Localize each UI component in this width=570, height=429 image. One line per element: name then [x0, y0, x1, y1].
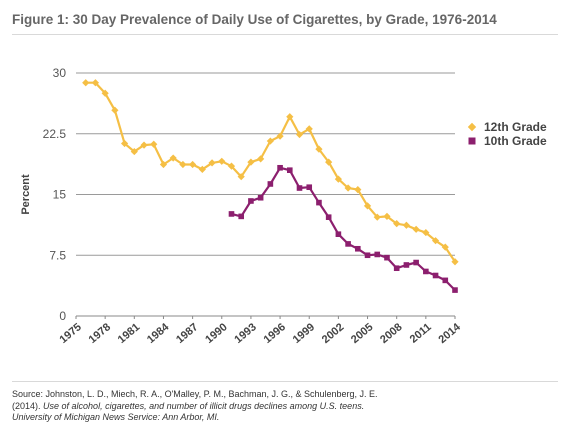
data-point-12th-grade [91, 79, 100, 87]
data-point-10th-grade [306, 184, 313, 191]
source-year: (2014). [12, 400, 44, 411]
y-tick-label: 0 [59, 309, 66, 323]
data-point-10th-grade [423, 268, 429, 275]
data-point-12th-grade [412, 225, 420, 233]
x-tick-label: 2005 [349, 321, 375, 346]
x-tick-label: 1993 [232, 321, 258, 346]
data-point-12th-grade [305, 125, 313, 133]
top-divider [12, 34, 558, 35]
bottom-divider [12, 381, 558, 382]
data-point-10th-grade [403, 262, 410, 268]
data-point-12th-grade [140, 141, 148, 149]
data-point-10th-grade [248, 198, 254, 204]
data-point-12th-grade [169, 154, 177, 162]
source-line-3: University of Michigan News Service: Ann… [12, 412, 220, 422]
y-tick-label: 15 [53, 188, 67, 202]
x-tick-label: 2002 [320, 321, 346, 346]
data-point-12th-grade [130, 147, 138, 156]
x-tick-label: 1975 [57, 321, 83, 346]
x-tick-label: 1999 [291, 321, 317, 346]
data-point-10th-grade [228, 211, 235, 217]
data-point-10th-grade [442, 277, 449, 284]
x-tick-label: 1996 [262, 321, 288, 346]
x-tick-label: 2014 [436, 321, 463, 346]
data-point-12th-grade [247, 158, 255, 166]
x-tick-label: 2008 [378, 321, 404, 346]
data-point-12th-grade [315, 145, 323, 153]
data-point-12th-grade [237, 173, 245, 181]
data-point-12th-grade [218, 157, 226, 165]
legend-marker-12th-grade [467, 122, 477, 132]
source-citation: Source: Johnston, L. D., Miech, R. A., O… [12, 389, 562, 424]
data-point-12th-grade [286, 113, 294, 121]
x-tick-label: 1978 [87, 321, 113, 346]
data-point-10th-grade [345, 241, 351, 247]
data-point-12th-grade [189, 160, 197, 169]
data-point-10th-grade [452, 287, 458, 293]
data-point-10th-grade [393, 265, 400, 272]
data-point-10th-grade [384, 254, 390, 261]
data-point-12th-grade [363, 202, 372, 210]
data-point-12th-grade [276, 132, 284, 140]
data-point-12th-grade [82, 79, 90, 87]
data-point-12th-grade [373, 213, 381, 221]
legend-label-10th-grade: 10th Grade [484, 134, 547, 148]
data-point-12th-grade [101, 89, 109, 97]
data-point-12th-grade [325, 158, 333, 166]
data-point-10th-grade [238, 213, 245, 220]
data-point-10th-grade [335, 231, 342, 237]
data-point-12th-grade [441, 243, 449, 251]
y-tick-label: 7.5 [49, 248, 66, 262]
legend-marker-10th-grade [468, 137, 476, 145]
data-point-12th-grade [402, 221, 411, 229]
data-point-12th-grade [451, 258, 459, 266]
data-point-12th-grade [159, 160, 168, 169]
source-article-title: Use of alcohol, cigarettes, and number o… [43, 400, 365, 411]
data-point-12th-grade [383, 212, 391, 220]
data-point-12th-grade [257, 155, 265, 163]
y-tick-label: 22.5 [43, 127, 67, 141]
data-point-10th-grade [355, 245, 361, 252]
series-line-10th-grade [231, 166, 456, 291]
data-point-10th-grade [374, 251, 381, 258]
data-point-12th-grade [393, 220, 401, 228]
series-line-12th-grade [85, 81, 456, 263]
data-point-12th-grade [266, 137, 274, 145]
y-tick-label: 30 [53, 66, 67, 80]
data-point-10th-grade [257, 194, 264, 201]
data-point-10th-grade [316, 199, 322, 206]
data-point-10th-grade [364, 252, 371, 259]
data-point-12th-grade [179, 160, 187, 169]
data-point-12th-grade [344, 184, 352, 192]
data-point-12th-grade [120, 139, 129, 148]
x-tick-label: 1990 [203, 321, 229, 346]
data-point-12th-grade [150, 140, 158, 148]
legend-label-12th-grade: 12th Grade [484, 120, 547, 134]
data-point-12th-grade [334, 175, 342, 183]
data-point-12th-grade [431, 237, 440, 245]
data-point-12th-grade [295, 130, 304, 139]
data-point-12th-grade [208, 159, 216, 167]
data-point-10th-grade [413, 259, 419, 266]
data-point-12th-grade [111, 106, 119, 114]
source-line-2: (2014). Use of alcohol, cigarettes, and … [12, 401, 562, 413]
data-point-12th-grade [227, 162, 236, 170]
figure-title: Figure 1: 30 Day Prevalence of Daily Use… [12, 12, 497, 27]
data-point-10th-grade [325, 214, 332, 220]
data-point-12th-grade [198, 165, 206, 173]
x-tick-label: 1987 [174, 321, 200, 346]
source-line-1: Source: Johnston, L. D., Miech, R. A., O… [12, 389, 378, 399]
x-tick-label: 1981 [116, 321, 142, 346]
data-point-10th-grade [432, 272, 439, 279]
x-tick-label: 2011 [408, 321, 434, 346]
data-point-10th-grade [277, 164, 283, 171]
y-axis-label: Percent [20, 174, 32, 215]
data-point-10th-grade [267, 181, 274, 187]
x-tick-label: 1984 [145, 321, 172, 346]
data-point-10th-grade [286, 167, 293, 173]
data-point-12th-grade [422, 228, 430, 237]
data-point-12th-grade [354, 186, 362, 194]
data-point-10th-grade [296, 185, 303, 191]
